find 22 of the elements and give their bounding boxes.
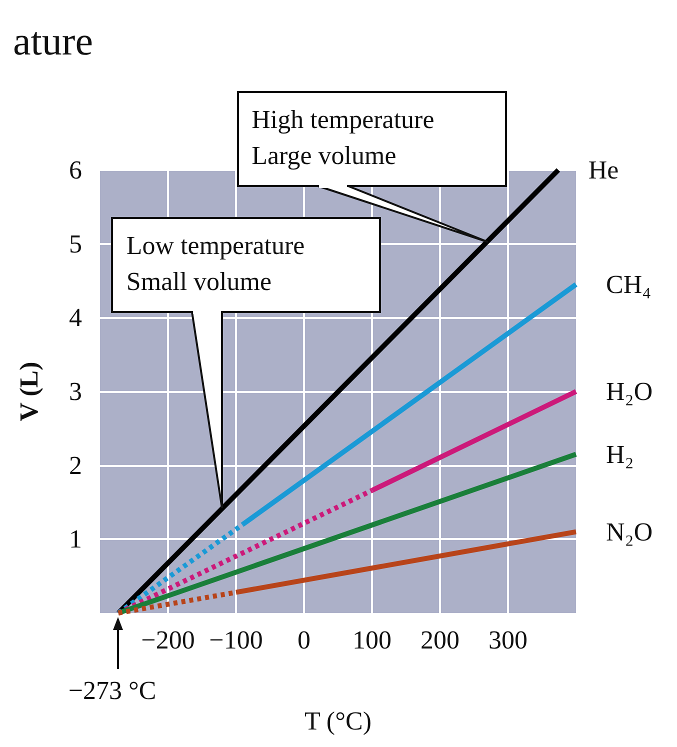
x-tick-label: 200 [420,626,460,654]
x-axis-title: T (°C) [304,706,372,736]
y-tick-label: 4 [69,303,82,332]
x-tick-label: −200 [141,626,195,654]
y-axis-title: V (L) [14,362,44,422]
series-label: He [588,156,619,184]
y-tick-label: 6 [69,156,82,184]
y-tick-label: 5 [69,229,82,258]
series-label: H₂ [606,440,634,469]
x-tick-label: 100 [352,626,392,654]
series-label: N₂O [606,517,653,546]
annotation: −273 °C [68,675,156,707]
annotation: High temperature Large volume [252,104,434,172]
y-tick-label: 2 [69,450,82,480]
series-label: H₂O [606,377,653,406]
y-tick-label: 3 [69,377,82,406]
series-label: CH₄ [606,270,652,299]
y-tick-label: 1 [69,524,82,554]
x-tick-label: −100 [209,626,263,654]
x-tick-label: 0 [298,626,310,654]
chart-title: ature [13,18,93,64]
x-tick-label: 300 [488,626,528,654]
